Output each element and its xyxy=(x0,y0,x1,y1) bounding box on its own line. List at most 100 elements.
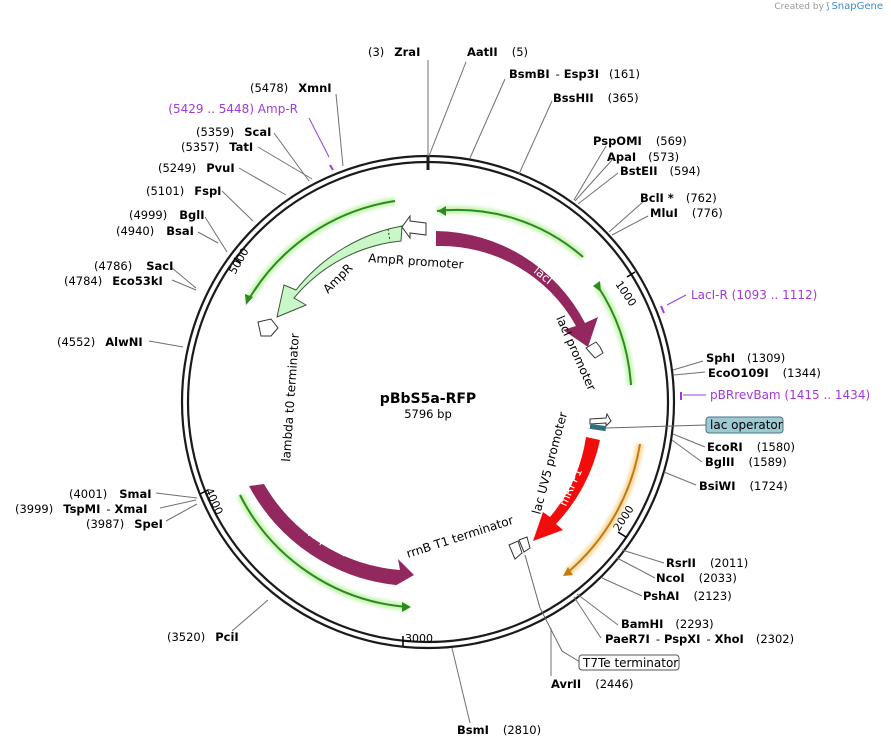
feature-lambda-t0-terminator[interactable] xyxy=(257,318,279,337)
credit-brand: SnapGene xyxy=(831,1,883,12)
site-bsteii-name: BstEII xyxy=(620,164,658,178)
site-bglii[interactable]: BglII (1589) xyxy=(705,455,787,469)
site-bcli-pos: (762) xyxy=(686,191,717,205)
site-pspomi-name: PspOMI xyxy=(593,134,642,148)
site-aatii[interactable]: AatII (5) xyxy=(467,45,528,59)
site-aatii-pos: (5) xyxy=(512,45,528,59)
tick-5000 xyxy=(233,257,242,264)
tick-label-4000: 4000 xyxy=(202,486,225,517)
site-paer7i[interactable]: PaeR7I - PspXI - XhoI (2302) xyxy=(605,632,794,646)
boxed-labels[interactable]: lac operator T7Te terminator xyxy=(524,416,784,671)
site-rsrii-pos: (2011) xyxy=(710,556,748,570)
leader-tati xyxy=(257,146,313,180)
feature-laci[interactable] xyxy=(436,231,598,347)
site-bsiwi[interactable]: BsiWI (1724) xyxy=(699,479,788,493)
site-pshai[interactable]: PshAI (2123) xyxy=(643,589,732,603)
leader-bcli xyxy=(608,200,645,233)
site-smai-pos: (4001) xyxy=(69,487,107,501)
lac-operator-label: lac operator xyxy=(710,418,783,432)
site-bcli[interactable]: BclI * (762) xyxy=(640,191,717,205)
site-pcii[interactable]: (3520) PciI xyxy=(167,630,239,644)
site-zrai[interactable]: (3) ZraI xyxy=(368,45,420,59)
track-ampr-arrowhead xyxy=(245,294,253,305)
site-ecori-name: EcoRI xyxy=(707,440,743,454)
feature-ampr-promoter[interactable] xyxy=(401,214,427,240)
feature-mrfp1[interactable] xyxy=(533,437,600,541)
feature-lac-operator[interactable] xyxy=(589,423,607,432)
site-pvui[interactable]: (5249) PvuI xyxy=(158,161,235,175)
site-pshai-pos: (2123) xyxy=(693,589,731,603)
leader-rsrii xyxy=(621,549,665,564)
site-bsmi-pos: (2810) xyxy=(503,723,541,737)
feature-rrnb-t1-terminator[interactable] xyxy=(508,540,523,560)
site-tspmi[interactable]: (3999) TspMI - XmaI xyxy=(15,502,147,516)
site-smai-name: SmaI xyxy=(119,487,151,501)
site-eco53ki[interactable]: (4784) Eco53kI xyxy=(64,274,163,288)
site-bsiwi-name: BsiWI xyxy=(699,479,736,493)
site-ncoi[interactable]: NcoI (2033) xyxy=(656,571,737,585)
leader-spei xyxy=(165,503,198,522)
site-xmni-name: XmnI xyxy=(298,81,331,95)
site-bgli-name: BglI xyxy=(179,208,204,222)
t7te-box[interactable] xyxy=(578,654,680,671)
direction-tracks xyxy=(236,197,644,612)
site-pspomi[interactable]: PspOMI (569) xyxy=(593,134,687,148)
site-mlui[interactable]: MluI (776) xyxy=(650,206,723,220)
site-alwni[interactable]: (4552) AlwNI xyxy=(57,335,143,349)
site-ecori[interactable]: EcoRI (1580) xyxy=(707,440,795,454)
primer-laci-r-mark xyxy=(660,305,665,314)
feature-rep101[interactable] xyxy=(249,484,414,587)
site-apai-pos: (573) xyxy=(648,150,679,164)
site-leaders xyxy=(148,60,706,724)
site-bamhi[interactable]: BamHI (2293) xyxy=(621,617,714,631)
leader-bamhi xyxy=(576,593,619,626)
leader-sphi xyxy=(672,360,704,371)
primers[interactable]: (5429 .. 5448) Amp-R LacI-R (1093 .. 111… xyxy=(168,102,870,402)
site-paer7i-pos: (2302) xyxy=(756,632,794,646)
site-bglii-pos: (1589) xyxy=(749,455,787,469)
site-apai[interactable]: ApaI (573) xyxy=(607,150,679,164)
site-rsrii[interactable]: RsrII (2011) xyxy=(666,556,748,570)
site-pcii-name: PciI xyxy=(215,630,238,644)
site-bsmbi[interactable]: BsmBI - Esp3I (161) xyxy=(509,67,640,81)
site-pspxi-sep: - xyxy=(706,632,710,646)
leader-pshai xyxy=(601,577,643,597)
tick-4000 xyxy=(199,489,209,495)
site-ecoo109i[interactable]: EcoO109I (1344) xyxy=(708,366,821,380)
site-labels[interactable]: (3) ZraI AatII (5) BsmBI - Esp3I (161) BssHII… xyxy=(15,45,821,737)
site-scai[interactable]: (5359) ScaI xyxy=(196,125,271,139)
feature-laci-promoter[interactable] xyxy=(585,341,604,359)
site-fspi[interactable]: (5101) FspI xyxy=(146,184,221,198)
leader-smai xyxy=(155,492,198,499)
feature-lacuv5-promoter[interactable] xyxy=(589,412,612,428)
site-tati-pos: (5357) xyxy=(181,140,219,154)
site-pvui-pos: (5249) xyxy=(158,161,196,175)
primer-pbrrevbam-label[interactable]: pBRrevBam (1415 .. 1434) xyxy=(710,388,870,402)
site-tati[interactable]: (5357) TatI xyxy=(181,140,253,154)
site-smai[interactable]: (4001) SmaI xyxy=(69,487,152,501)
site-xmni[interactable]: (5478) XmnI xyxy=(250,81,332,95)
leader-bsshii xyxy=(518,100,553,175)
site-sphi[interactable]: SphI (1309) xyxy=(706,351,785,365)
site-bsmbi-pos: (161) xyxy=(609,67,640,81)
leader-paer7i xyxy=(573,596,602,639)
snapgene-logo-icon: ⟆ xyxy=(825,1,830,12)
site-bsteii[interactable]: BstEII (594) xyxy=(620,164,700,178)
site-bsmi[interactable]: BsmI (2810) xyxy=(457,723,541,737)
feature-t7te-terminator[interactable] xyxy=(518,536,531,553)
site-alwni-pos: (4552) xyxy=(57,335,95,349)
feature-ampr[interactable] xyxy=(276,225,403,318)
site-bsai[interactable]: (4940) BsaI xyxy=(116,224,194,238)
primer-laci-r-label[interactable]: LacI-R (1093 .. 1112) xyxy=(691,288,817,302)
site-spei[interactable]: (3987) SpeI xyxy=(86,517,163,531)
site-saci[interactable]: (4786) SacI xyxy=(94,259,173,273)
primer-ampr-label[interactable]: (5429 .. 5448) Amp-R xyxy=(168,102,298,116)
site-pvui-name: PvuI xyxy=(206,161,234,175)
site-avrii[interactable]: AvrII (2446) xyxy=(551,677,633,691)
site-saci-name: SacI xyxy=(146,259,173,273)
lac-operator-box[interactable] xyxy=(705,416,784,434)
site-bgli[interactable]: (4999) BglI xyxy=(129,208,204,222)
leader-ncoi xyxy=(616,557,656,579)
site-bsshii[interactable]: BssHII (365) xyxy=(553,91,639,105)
